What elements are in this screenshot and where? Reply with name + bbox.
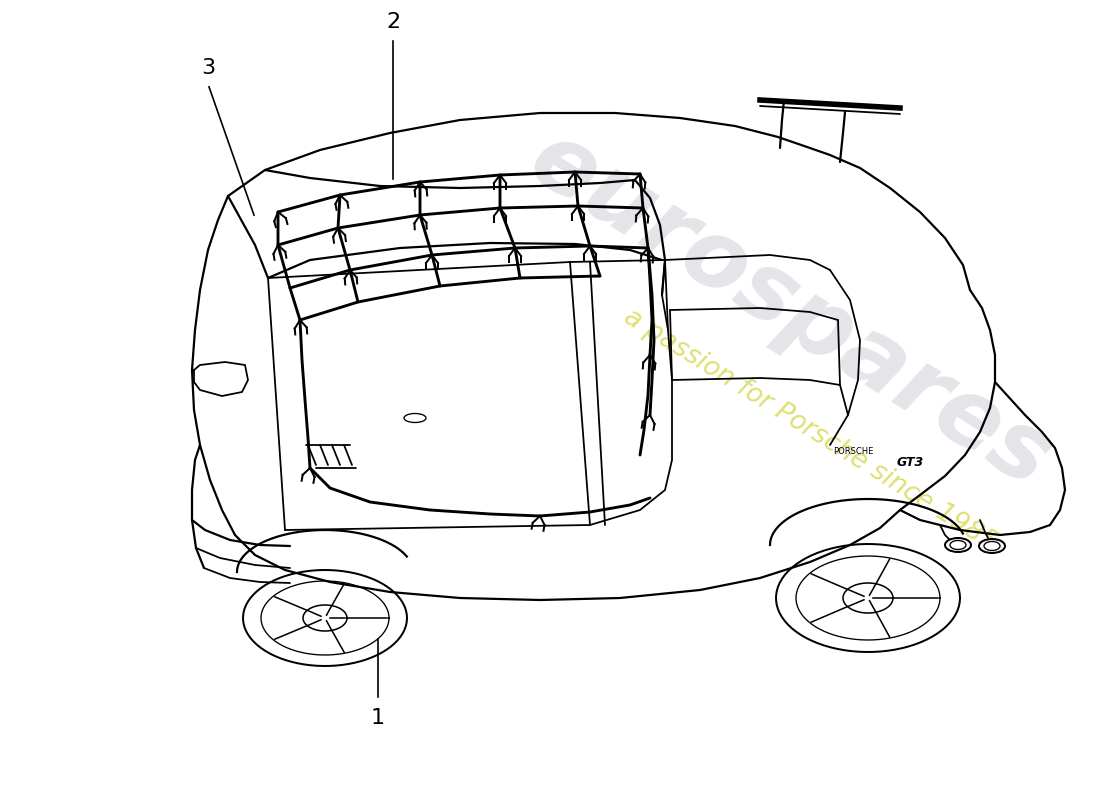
Text: eurospares: eurospares <box>513 113 1068 507</box>
Text: GT3: GT3 <box>896 455 924 469</box>
Ellipse shape <box>945 538 971 552</box>
Text: PORSCHE: PORSCHE <box>833 447 873 457</box>
Ellipse shape <box>979 539 1005 553</box>
Ellipse shape <box>404 414 426 422</box>
Text: 3: 3 <box>201 58 216 78</box>
Ellipse shape <box>984 542 1000 550</box>
Text: 1: 1 <box>371 708 385 728</box>
Text: 2: 2 <box>386 12 400 32</box>
Text: a passion for Porsche since 1985: a passion for Porsche since 1985 <box>619 304 1001 556</box>
Ellipse shape <box>950 541 966 550</box>
